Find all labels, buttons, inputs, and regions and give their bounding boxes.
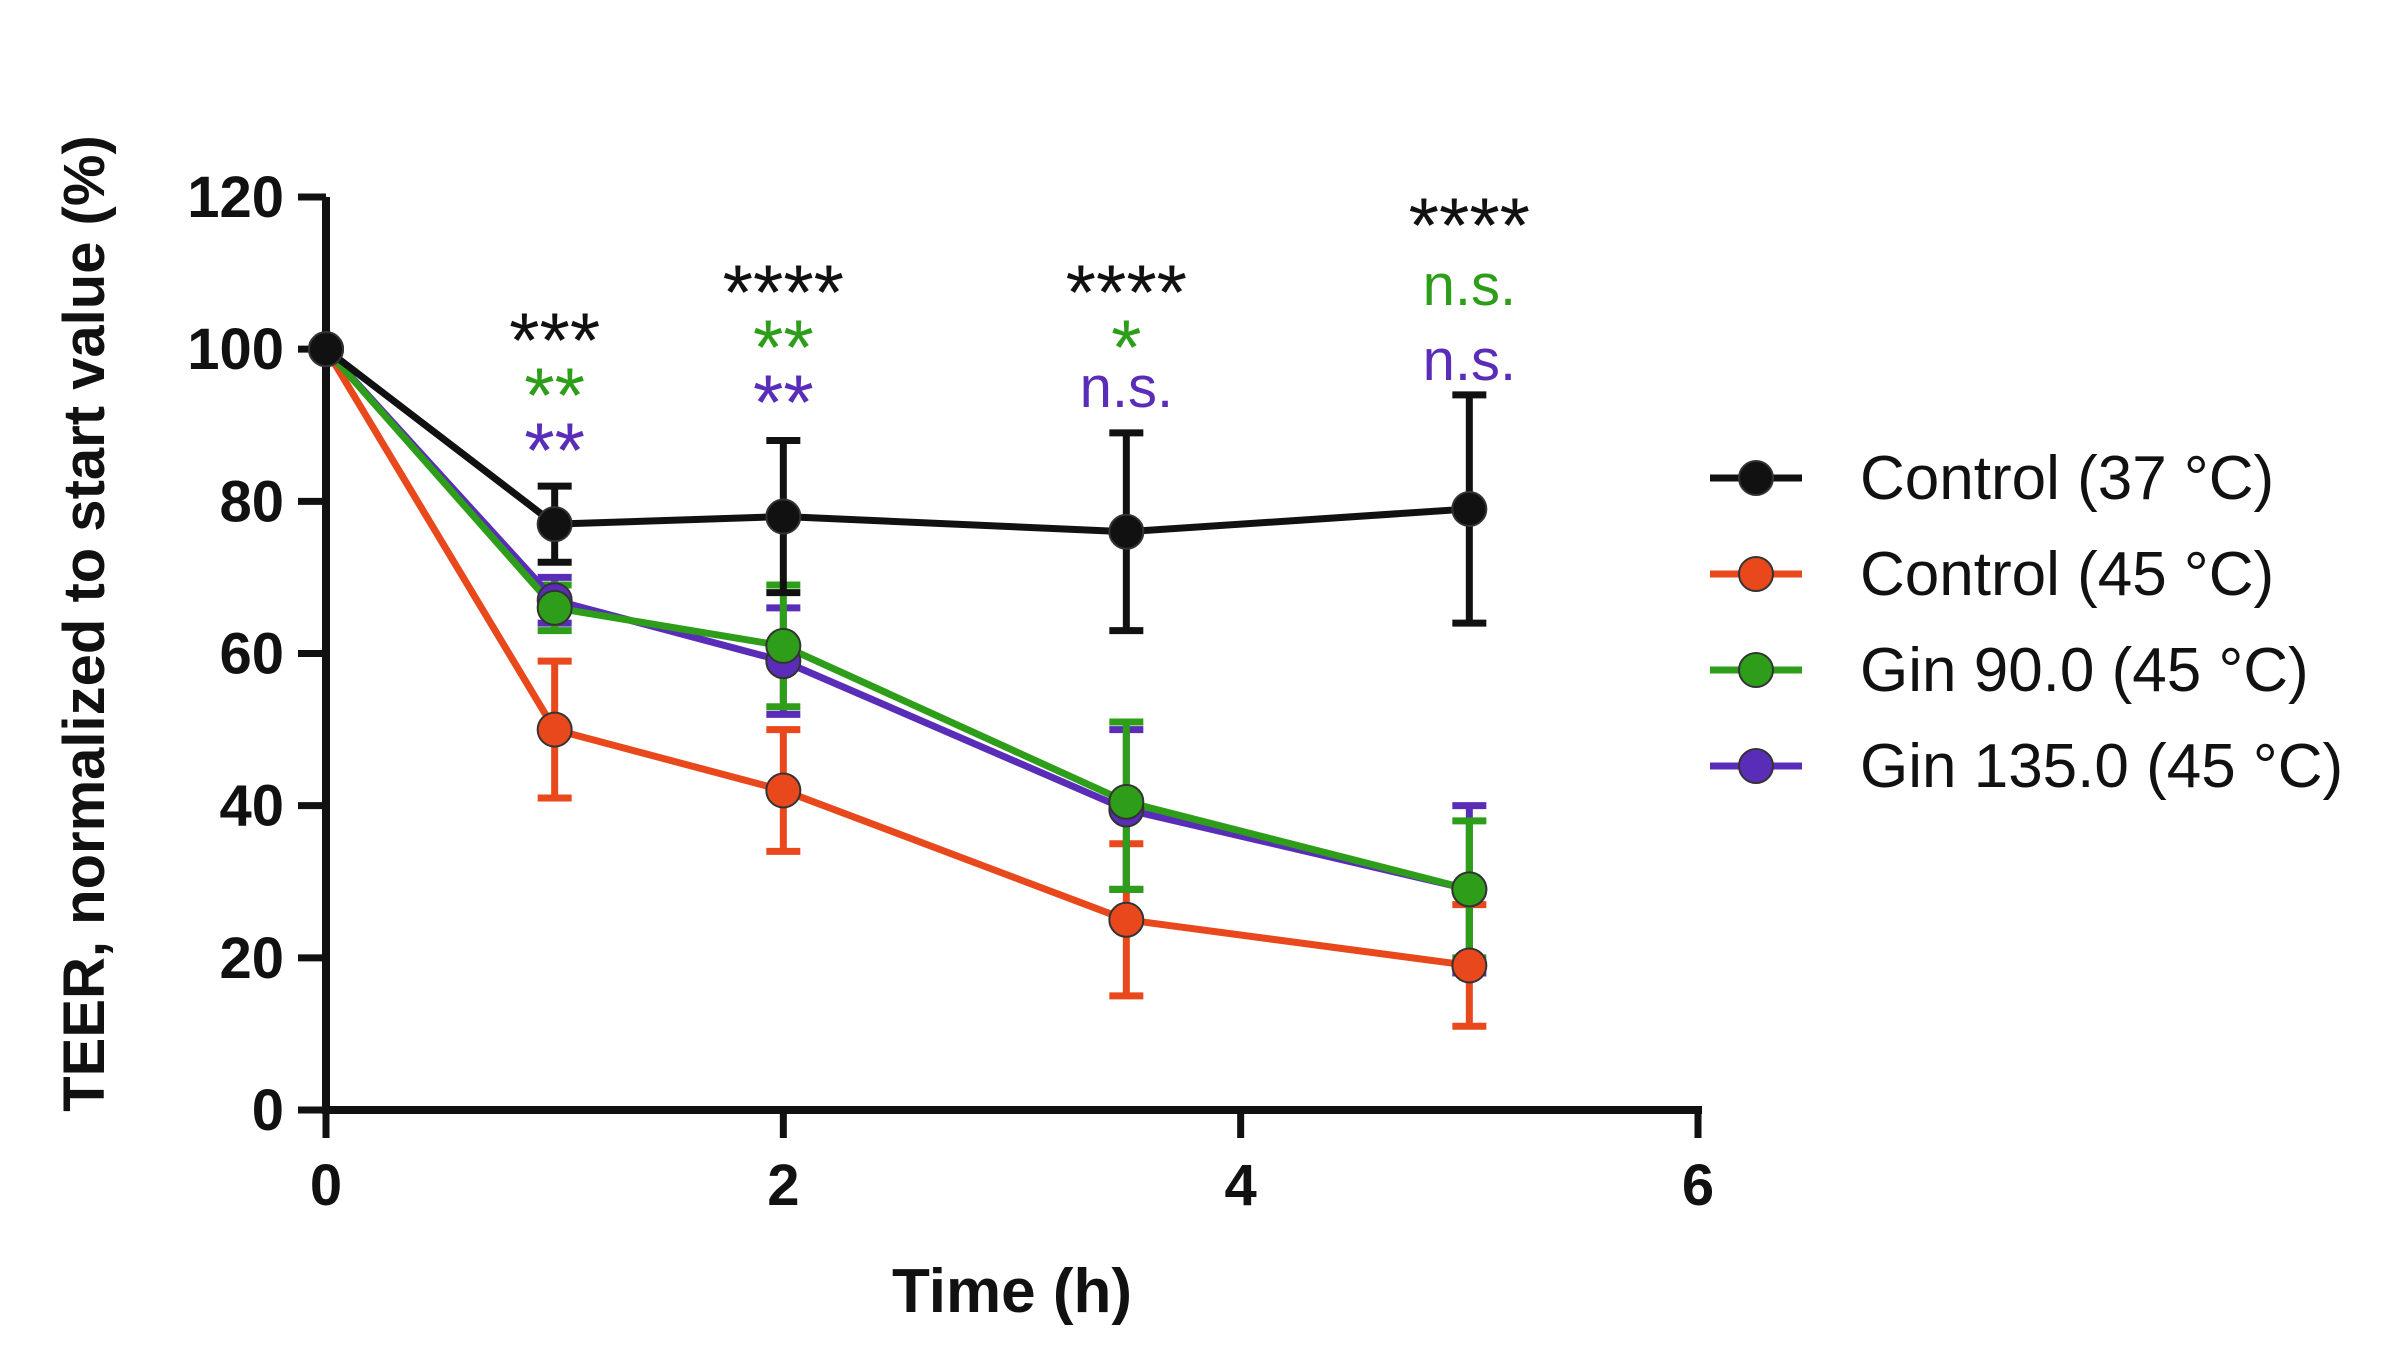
- significance-label: n.s.: [1080, 355, 1174, 420]
- series-line-2: [323, 346, 1471, 893]
- x-tick-label: 2: [767, 1153, 799, 1218]
- significance-label: n.s.: [1423, 253, 1517, 318]
- data-point-1: [536, 711, 573, 748]
- significance-label: ****: [1066, 248, 1187, 336]
- y-tick-label: 60: [219, 622, 284, 687]
- data-point-0: [536, 506, 573, 543]
- series-line-0: [323, 346, 1470, 536]
- significance-label: **: [753, 358, 814, 446]
- y-tick-label: 80: [219, 469, 284, 534]
- data-point-0: [765, 498, 802, 535]
- data-points: [308, 331, 1488, 984]
- legend: Control (37 °C) Control (45 °C) Gin 90.0 (…: [1710, 444, 2343, 801]
- series-line-1: [323, 347, 1470, 969]
- x-axis-label: Time (h): [892, 1257, 1132, 1326]
- legend-marker: [1738, 460, 1774, 496]
- data-point-2: [536, 589, 573, 626]
- legend-entry: Control (37 °C): [1860, 444, 2274, 513]
- data-point-0: [1451, 490, 1488, 527]
- y-tick-label: 40: [219, 774, 284, 839]
- significance-label: ****: [1409, 181, 1530, 269]
- series-lines: [323, 346, 1471, 969]
- data-point-2: [765, 627, 802, 664]
- y-axis-label: TEER, normalized to start value (%): [52, 135, 117, 1112]
- significance-label: **: [524, 351, 585, 439]
- x-tick-label: 6: [1682, 1153, 1714, 1218]
- significance-label: ****: [723, 248, 844, 336]
- significance-label: **: [524, 406, 585, 494]
- legend-marker: [1738, 748, 1774, 784]
- error-bars: [537, 391, 1487, 1030]
- x-tick-label: 0: [310, 1153, 342, 1218]
- legend-entry: Gin 135.0 (45 °C): [1860, 732, 2343, 801]
- significance-annotations: ********************n.s.****n.s.n.s.: [509, 181, 1530, 494]
- significance-label: *: [1111, 303, 1141, 391]
- legend-entry: Gin 90.0 (45 °C): [1860, 636, 2309, 705]
- data-point-0: [1108, 513, 1145, 550]
- y-tick-label: 120: [187, 165, 284, 230]
- data-point-2: [1108, 783, 1145, 820]
- data-point-2: [1451, 871, 1488, 908]
- legend-marker: [1738, 556, 1774, 592]
- significance-label: ***: [509, 296, 600, 384]
- legend-entry: Control (45 °C): [1860, 540, 2274, 609]
- x-tick-label: 4: [1225, 1153, 1257, 1218]
- significance-label: **: [753, 303, 814, 391]
- y-tick-label: 100: [187, 317, 284, 382]
- y-tick-label: 20: [219, 926, 284, 991]
- significance-label: n.s.: [1423, 328, 1517, 393]
- data-point-0: [308, 331, 344, 368]
- y-tick-label: 0: [252, 1078, 284, 1143]
- data-point-1: [1451, 947, 1488, 984]
- data-point-1: [765, 772, 802, 809]
- axes: 0 20 40 60 80 100 120 0 2 4 6: [187, 165, 1714, 1218]
- legend-marker: [1738, 652, 1774, 688]
- series-line-3: [323, 346, 1471, 893]
- data-point-1: [1108, 901, 1145, 938]
